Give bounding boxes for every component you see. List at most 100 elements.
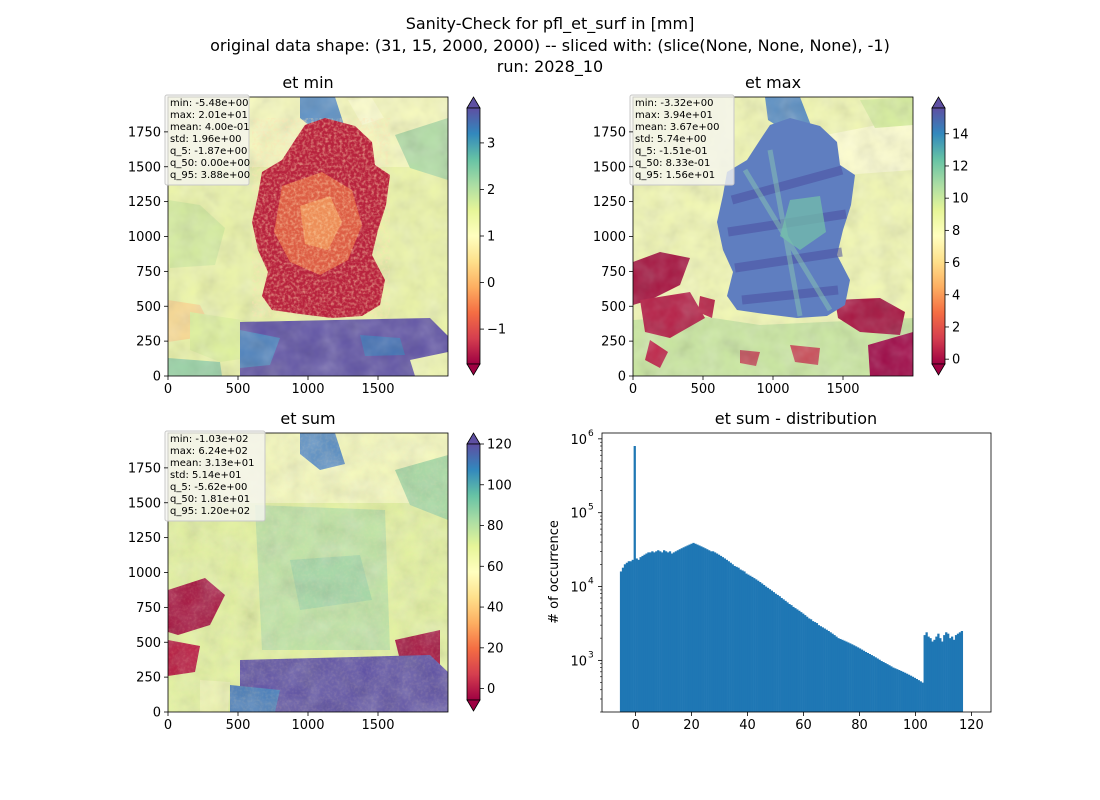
- histogram-bar: [800, 612, 803, 712]
- histogram-bar: [941, 641, 944, 712]
- x-tick-label: 0: [631, 718, 639, 733]
- histogram-bar: [645, 553, 648, 712]
- histogram-bar: [623, 564, 627, 712]
- histogram-bar: [790, 605, 793, 712]
- stat-max: max: 6.24e+02: [170, 446, 248, 457]
- histogram-bar: [715, 553, 719, 712]
- histogram-bar: [758, 582, 762, 712]
- stat-mean: mean: 3.67e+00: [635, 122, 719, 133]
- histogram-bar: [829, 632, 832, 712]
- histogram-bar: [674, 551, 678, 712]
- histogram-bar: [729, 562, 732, 712]
- histogram-bar: [935, 636, 938, 712]
- colorbar-tick-label: 4: [952, 288, 960, 303]
- histogram-bar: [884, 663, 887, 712]
- y-tick-label: 0: [153, 370, 161, 385]
- stat-q5: q_5: -5.62e+00: [170, 482, 247, 493]
- x-tick-label: 100: [903, 718, 928, 733]
- histogram-bar: [747, 574, 750, 712]
- histogram-bar: [743, 571, 746, 712]
- histogram-bar: [706, 549, 709, 712]
- histogram-bar: [886, 664, 889, 712]
- histogram-bar: [917, 680, 920, 712]
- svg-text:min: -1.03e+02 max:: min: -1.03e+02 max: 6.24e+02 mean: 3.13e…: [170, 434, 258, 517]
- histogram-bar: [823, 628, 826, 712]
- histogram-bar: [784, 600, 787, 712]
- histogram-bar: [627, 561, 631, 712]
- histogram-bar: [958, 632, 962, 712]
- x-tick-label: 1000: [291, 718, 324, 733]
- colorbar-tick-label: 60: [487, 560, 504, 575]
- histogram-bar: [625, 562, 629, 712]
- histogram-bar: [952, 639, 956, 712]
- histogram-bar: [639, 557, 642, 712]
- colorbar-tick-label: −1: [487, 323, 506, 338]
- histogram-bar: [950, 636, 954, 712]
- stat-mean: mean: 4.00e-01: [170, 122, 250, 133]
- histogram-bar: [788, 604, 791, 712]
- histogram-bar: [837, 638, 840, 712]
- y-tick-label: 1500: [128, 160, 161, 175]
- stat-q50: q_50: 1.81e+01: [170, 494, 250, 505]
- histogram-bar: [939, 638, 942, 712]
- histogram-bar: [735, 566, 738, 712]
- histogram-bar: [764, 586, 768, 712]
- histogram-bar: [809, 619, 813, 712]
- histogram-bar: [633, 446, 636, 712]
- x-tick-label: 1000: [756, 382, 789, 397]
- figure-subtitle: original data shape: (31, 15, 2000, 2000…: [210, 36, 890, 55]
- histogram-bar: [821, 627, 824, 712]
- histogram-bar: [921, 682, 924, 712]
- panel-title-et-max: et max: [745, 73, 801, 92]
- stat-std: std: 5.74e+00: [635, 134, 707, 145]
- colorbar-tick-label: 6: [952, 256, 960, 271]
- histogram-bar: [770, 590, 774, 712]
- x-tick-label: 20: [683, 718, 700, 733]
- panel-title-distribution: et sum - distribution: [715, 409, 877, 428]
- histogram-bar: [778, 596, 781, 712]
- colorbar-ticks-et-max: 14 12 10 8 6 4 2 0: [945, 127, 969, 368]
- colorbar-et-min: 3 2 1 0 −1: [466, 96, 506, 376]
- histogram-bar: [710, 551, 713, 712]
- colorbar-tick-label: 80: [487, 519, 504, 534]
- histogram-bar: [880, 661, 883, 712]
- histogram-bar: [727, 561, 730, 712]
- x-tick-label: 1000: [291, 382, 324, 397]
- histogram-bar: [909, 675, 913, 712]
- colorbar-tick-label: 3: [487, 136, 495, 151]
- colorbar-tick-label: 14: [952, 127, 969, 142]
- histogram-bar: [678, 549, 681, 712]
- y-tick-label: 500: [601, 300, 626, 315]
- histogram-bar: [905, 673, 909, 712]
- stat-min: min: -5.48e+00: [170, 98, 249, 109]
- colorbar-tick-label: 1: [487, 230, 495, 245]
- histogram-bar: [849, 643, 852, 712]
- histogram-bar: [688, 544, 691, 712]
- histogram-bar: [721, 557, 725, 712]
- histogram-bar: [708, 550, 711, 712]
- histogram-bar: [794, 608, 797, 712]
- y-tick-label: 1000: [128, 230, 161, 245]
- histogram-bar: [933, 639, 936, 712]
- histogram-bar: [882, 662, 885, 712]
- histogram-bar: [780, 597, 783, 712]
- histogram-bar: [629, 561, 632, 712]
- histogram-bar: [725, 559, 728, 712]
- histogram-bar: [631, 559, 634, 712]
- x-tick-label: 1500: [361, 718, 394, 733]
- y-tick-label: 1750: [128, 461, 161, 476]
- y-tick-exponent: 3: [588, 650, 594, 660]
- histogram-bar: [653, 552, 656, 712]
- svg-text:min: -3.32e+00 max:: min: -3.32e+00 max: 3.94e+01 mean: 3.67e…: [635, 98, 723, 181]
- histogram-bar: [733, 565, 736, 712]
- histogram-bar: [670, 553, 674, 712]
- histogram-ylabel: # of occurrence: [547, 520, 562, 624]
- histogram-bar: [760, 583, 764, 712]
- axes-ticks-et-min: 0 500 1000 1500 0 250 500 750 1000 1250 1500 1750: [128, 125, 395, 397]
- stat-q50: q_50: 0.00e+00: [170, 158, 250, 169]
- histogram-bar: [717, 554, 721, 712]
- histogram-bar: [902, 671, 905, 712]
- y-tick-label: 1250: [128, 531, 161, 546]
- histogram-bar: [870, 655, 873, 712]
